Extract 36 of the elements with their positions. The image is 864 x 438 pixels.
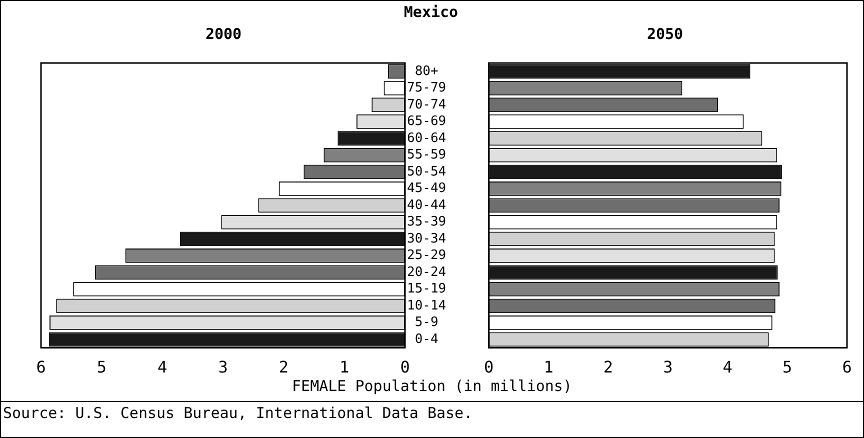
x-tick-label: 1: [544, 358, 554, 377]
x-tick-label: 3: [663, 358, 673, 377]
y-tick-label: 65-69: [406, 114, 446, 130]
y-tick-label: 0-4: [414, 332, 438, 347]
y-tick-label: 45-49: [406, 181, 446, 196]
x-tick-label: 2: [603, 358, 614, 377]
chart-subtitle: 2000: [204, 25, 243, 43]
x-axis-title: FEMALE Population (in millions): [291, 377, 573, 395]
x-tick-label: 4: [722, 358, 732, 377]
x-tick-label: 6: [842, 358, 852, 377]
y-tick-label: 20-24: [406, 264, 446, 280]
y-tick-label: 60-64: [406, 130, 446, 146]
y-tick-label: 40-44: [406, 198, 446, 213]
source-note: Source: U.S. Census Bureau, International Data Base.: [1, 401, 864, 424]
x-tick-label: 4: [158, 358, 168, 377]
y-tick-label: 55-59: [406, 148, 446, 163]
x-tick-label: 5: [782, 358, 792, 377]
chart-title: Mexico: [402, 3, 460, 21]
y-tick-label: 35-39: [406, 214, 446, 230]
x-tick-label: 2: [278, 358, 288, 377]
x-tick-label: 5: [96, 358, 106, 377]
y-tick-label: 30-34: [406, 231, 446, 246]
y-tick-label: 50-54: [406, 164, 446, 180]
y-tick-label: 80+: [414, 64, 438, 79]
y-tick-label: 25-29: [406, 248, 446, 264]
y-tick-label: 5-9: [414, 315, 438, 330]
x-tick-label: 3: [218, 358, 228, 377]
x-tick-label: 0: [484, 358, 494, 377]
y-tick-label: 75-79: [406, 80, 446, 96]
y-tick-label: 70-74: [406, 97, 446, 112]
x-tick-label: 1: [340, 358, 350, 377]
y-tick-label: 15-19: [406, 282, 446, 297]
x-tick-label: 6: [36, 358, 46, 377]
y-tick-label: 10-14: [406, 298, 446, 314]
x-tick-label: 0: [400, 358, 410, 377]
chart-subtitle: 2050: [646, 25, 684, 43]
